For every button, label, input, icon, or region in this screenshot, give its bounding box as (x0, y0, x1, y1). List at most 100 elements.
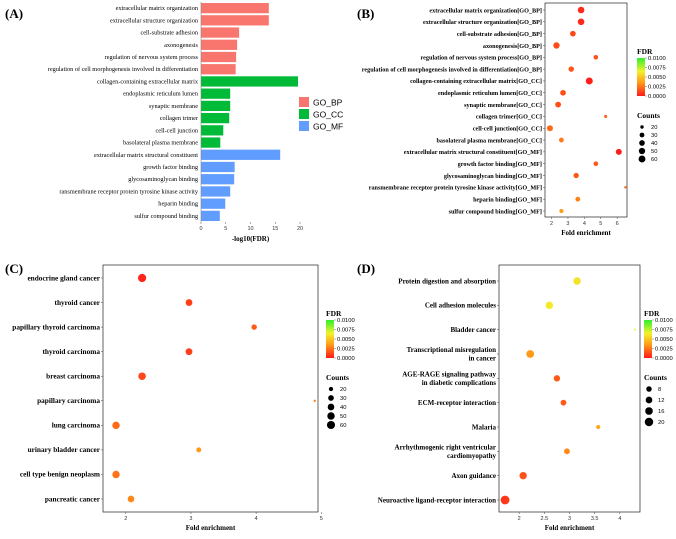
panel-d-label-3: Transcriptional misregulation in cancer (407, 346, 496, 363)
panel-c-label-0: endocrine gland cancer (27, 273, 100, 282)
panel-d-size-key-1 (645, 396, 653, 404)
panel-b-label-9: collagen trimer[GO_CC] (476, 114, 542, 121)
panel-d-label-1: Cell adhesion molecules (425, 302, 496, 310)
panel-c-label-1: thyroid cancer (55, 298, 101, 307)
panel-c-fdr-tick-label-3: 0.0025 (337, 347, 355, 353)
panel-c-counts-title: Counts (326, 373, 349, 382)
panel-d-x-tick-label-2: 3 (568, 516, 571, 522)
panel-b-fdr-colorbar (637, 58, 645, 96)
panel-d-fdr-tick-label-1: 0.0075 (655, 328, 673, 334)
panel-b-point-12 (615, 148, 622, 155)
panel-b-x-tick-label-2: 4 (583, 221, 586, 227)
panel-b-fdr-tick-label-3: 0.0025 (648, 85, 666, 91)
panel-d-size-key-label-2: 16 (658, 409, 664, 415)
panel-d-point-2 (633, 328, 636, 331)
panel-a-tick-label-1: 5 (224, 226, 227, 232)
panel-d-point-6 (596, 424, 601, 430)
panel-d-fdr-title: FDR (644, 309, 660, 318)
panel-c-size-key-0 (328, 386, 334, 392)
panel-b-point-5 (568, 66, 574, 72)
panel-b-point-9 (604, 114, 608, 118)
bar-10 (201, 125, 224, 136)
bar-label-9: collagen trimer (160, 115, 199, 122)
panel-c-label-7: urinary bladder cancer (28, 445, 101, 454)
bar-label-8: synaptic membrane (149, 103, 198, 110)
panel-d-size-key-label-1: 12 (658, 398, 664, 404)
panel-c-size-key-label-4: 60 (340, 423, 346, 429)
panel-d-label-0: Protein digestion and absorption (398, 277, 496, 285)
panel-b-fdr-tick-label-0: 0.0100 (648, 56, 666, 62)
panel-d-size-key-label-3: 20 (658, 420, 664, 426)
panel-a-bar-chart: extracellular matrix organization extrace… (48, 2, 343, 243)
panel-d-label-8: Axon guidance (451, 472, 496, 480)
panel-b-size-key-2 (639, 140, 645, 146)
panel-d-point-0 (573, 277, 581, 285)
bar-label-12: extracellular matrix structural constitu… (94, 152, 198, 159)
panel-a-tick-label-2: 10 (247, 226, 253, 232)
bar-label-2: cell-substrate adhesion (140, 30, 198, 37)
bar-4 (201, 51, 237, 63)
panel-b-point-14 (573, 172, 579, 179)
panel-c-label-8: cell type benign neoplasm (20, 470, 100, 479)
panel-b-dot-plot: extracellular matrix organization[GO_BP]… (362, 2, 666, 237)
panel-d-x-tick-label-1: 2.5 (540, 516, 548, 522)
panel-d-point-8 (519, 471, 527, 480)
panel-b-x-axis-title: Fold enrichment (561, 229, 611, 237)
panel-b-counts-title: Counts (637, 111, 660, 120)
panel-d-x-axis-title: Fold enrichment (545, 524, 595, 532)
panel-b-label-0: extracellular matrix organization[GO_BP] (429, 7, 542, 14)
panel-d-x-tick-label-4: 4 (618, 516, 621, 522)
panel-b-size-key-label-3: 50 (651, 149, 657, 155)
bar-0 (201, 2, 269, 14)
panel-b-point-3 (553, 42, 560, 49)
bar-label-10: cell-cell junction (156, 127, 199, 134)
panel-b-point-10 (546, 125, 553, 132)
panel-d-point-9 (500, 495, 510, 505)
panel-d-x-tick-label-0: 2 (518, 516, 521, 522)
panel-b-x-tick-label-1: 3 (566, 221, 569, 227)
legend-swatch-go_bp (299, 97, 309, 107)
panel-c-point-5 (313, 399, 316, 402)
panel-b-label-2: cell-substrate adhesion[GO_BP] (457, 31, 542, 38)
panel-b-label-17: sulfur compound binding[GO_MF] (449, 208, 542, 215)
panel-b-label-16: heparin binding[GO_MF] (473, 196, 542, 203)
bar-13 (201, 161, 235, 173)
panel-c-size-key-2 (327, 403, 335, 411)
panel-c-size-key-label-3: 50 (340, 414, 346, 420)
panel-a-tick-label-4: 20 (297, 226, 303, 232)
panel-b-label-10: cell-cell junction[GO_CC] (473, 126, 542, 133)
panel-d-fdr-colorbar (644, 320, 652, 358)
panel-d-label-9: Neuroactive ligand-receptor interaction (378, 496, 496, 504)
panel-d-point-1 (545, 301, 554, 310)
bar-label-16: heparin binding (158, 201, 199, 208)
panel-b-plot-frame (544, 2, 628, 218)
panel-c-x-axis-title: Fold enrichment (186, 524, 236, 532)
panel-d-counts-title: Counts (644, 373, 667, 382)
bar-8 (201, 100, 231, 112)
bar-3 (201, 39, 238, 50)
panel-b-size-key-label-0: 20 (651, 125, 657, 131)
panel-c-fdr-colorbar (326, 320, 334, 358)
panel-d-fdr-tick-label-0: 0.0100 (655, 318, 673, 324)
panel-b-point-0 (577, 6, 585, 14)
panel-c-fdr-tick-label-0: 0.0100 (337, 318, 355, 324)
panel-c-point-7 (196, 447, 202, 453)
bar-12 (201, 149, 281, 160)
bar-14 (201, 174, 235, 185)
bar-15 (201, 186, 231, 197)
panel-c-x-tick-label-1: 3 (189, 516, 192, 522)
panel-b-label-8: synaptic membrane[GO_CC] (464, 102, 542, 109)
panel-b-point-1 (577, 18, 585, 26)
panel-b-size-key-4 (638, 155, 646, 163)
panel-c-label-3: thyroid carcinoma (43, 347, 101, 356)
panel-d-fdr-tick-label-2: 0.0050 (655, 337, 673, 343)
panel-d-size-key-2 (645, 407, 653, 415)
bar-label-4: regulation of nervous system process (105, 54, 199, 61)
panel-c-label-9: pancreatic cancer (45, 494, 101, 503)
panel-c-size-key-label-0: 20 (340, 387, 346, 393)
panel-c-fdr-title: FDR (326, 309, 342, 318)
panel-d-point-3 (526, 350, 535, 358)
panel-d-dot-plot: Protein digestion and absorption Cell adh… (378, 264, 673, 532)
panel-b-x-tick-label-0: 2 (550, 221, 553, 227)
